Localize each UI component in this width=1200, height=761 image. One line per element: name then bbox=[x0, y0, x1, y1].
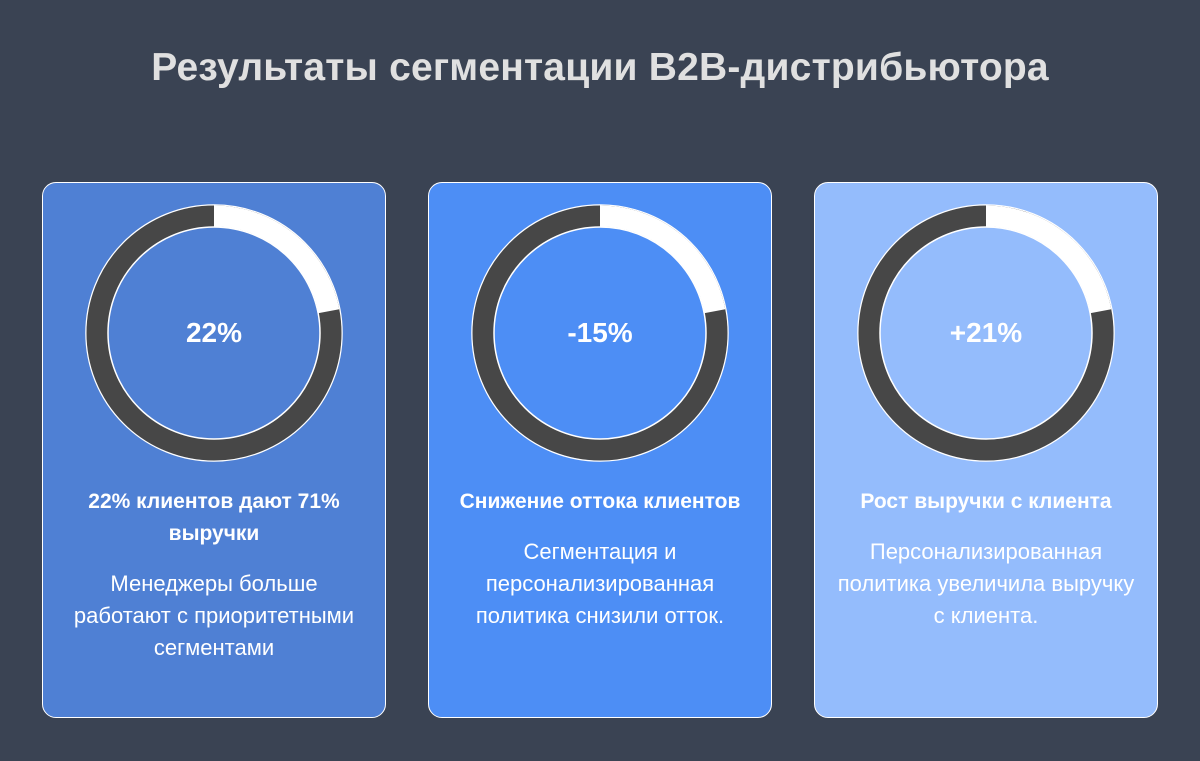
ring-value: -15% bbox=[567, 317, 633, 348]
card-description: Менеджеры больше работают с приоритетным… bbox=[73, 571, 355, 660]
ring-chart-icon bbox=[85, 204, 343, 462]
ring-value: +21% bbox=[949, 317, 1023, 348]
result-card-revenue-growth: +21% Рост выручки с клиента Персонализир… bbox=[814, 182, 1158, 718]
result-card-top-clients: 22% 22% клиентов дают 71% выручки Менедж… bbox=[42, 182, 386, 718]
results-cards: 22% 22% клиентов дают 71% выручки Менедж… bbox=[42, 182, 1158, 718]
progress-ring: +21% bbox=[855, 202, 1117, 464]
ring-chart-icon bbox=[857, 204, 1115, 462]
ring-chart-icon bbox=[471, 204, 729, 462]
result-card-churn: -15% Снижение оттока клиентов Сегментаци… bbox=[428, 182, 772, 718]
card-description: Персонализированная политика увеличила в… bbox=[837, 539, 1135, 628]
card-description: Сегментация и персонализированная полити… bbox=[475, 539, 725, 628]
card-heading: 22% клиентов дают 71% выручки bbox=[88, 490, 340, 545]
ring-value: 22% bbox=[185, 317, 243, 348]
card-heading: Снижение оттока клиентов bbox=[459, 490, 741, 513]
progress-ring: 22% bbox=[83, 202, 345, 464]
card-heading: Рост выручки с клиента bbox=[860, 490, 1112, 513]
page-title: Результаты сегментации B2B-дистрибьютора bbox=[151, 46, 1049, 89]
progress-ring: -15% bbox=[469, 202, 731, 464]
